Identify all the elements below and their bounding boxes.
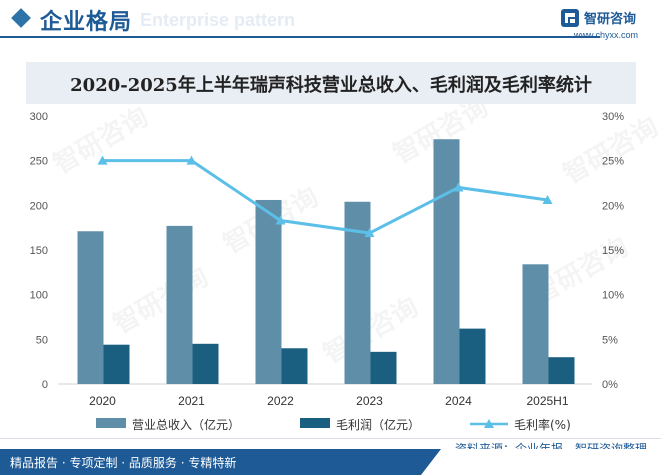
y-left-tick-label: 0 (42, 379, 48, 391)
watermark-text: 智研咨询 (558, 111, 661, 190)
y-left-tick-label: 100 (30, 290, 48, 302)
legend-item-revenue: 营业总收入（亿元） (96, 414, 266, 434)
logo-name: 智研咨询 (584, 12, 637, 27)
margin-point (186, 155, 197, 165)
bar-gross-profit (548, 357, 575, 384)
chart-title: 2020-2025年上半年瑞声科技营业总收入、毛利润及毛利率统计 (70, 75, 592, 96)
y-axis-right: 0% 5% 10% 15% 20% 25% 30% (602, 111, 624, 391)
bar-gross-profit (370, 351, 397, 384)
header-ghost-text: Enterprise pattern (140, 10, 296, 30)
legend-label-margin: 毛利率(%) (514, 418, 571, 432)
bar-gross-profit (103, 344, 130, 384)
y-left-tick-label: 50 (36, 334, 48, 346)
y-right-tick-label: 5% (602, 334, 618, 346)
x-axis: 2020 2021 2022 2023 2024 2025H1 (89, 394, 569, 408)
y-left-tick-label: 300 (30, 111, 48, 123)
y-right-tick-label: 20% (602, 200, 624, 212)
y-right-tick-label: 10% (602, 290, 624, 302)
bar-series (77, 139, 575, 384)
y-axis-left: 0 50 100 150 200 250 300 (30, 111, 48, 391)
page-title: 企业格局 (40, 10, 133, 35)
bar-gross-profit (459, 328, 486, 384)
line-series (97, 155, 553, 238)
y-left-tick-label: 200 (30, 200, 48, 212)
x-tick-label: 2023 (356, 394, 383, 408)
watermark-text: 智研咨询 (48, 104, 154, 180)
margin-point (275, 215, 286, 225)
legend-swatch-profit (300, 418, 330, 428)
bar-revenue (433, 139, 460, 384)
margin-point (542, 194, 553, 204)
x-tick-label: 2024 (445, 394, 472, 408)
bar-revenue (522, 264, 549, 384)
footer-tagline: 精品报告 · 专项定制 · 品质服务 · 专精特新 (10, 456, 237, 470)
y-right-tick-label: 30% (602, 111, 624, 123)
bar-revenue (166, 225, 193, 384)
bar-revenue (77, 231, 104, 384)
header: Enterprise pattern 企业格局 智研咨询 www.chyxx.c… (0, 0, 661, 44)
x-tick-label: 2025H1 (526, 394, 568, 408)
logo-icon (561, 9, 579, 27)
footer-bar: 精品报告 · 专项定制 · 品质服务 · 专精特新 (0, 449, 661, 475)
header-divider (0, 36, 600, 38)
watermark-text: 智研咨询 (108, 261, 214, 340)
legend-line-icon (470, 419, 508, 428)
margin-point (364, 228, 375, 238)
bar-gross-profit (192, 343, 219, 384)
footer-notch (421, 449, 661, 475)
legend-swatch-revenue (96, 418, 126, 428)
brand-logo: 智研咨询 www.chyxx.com (560, 6, 660, 42)
x-tick-label: 2021 (178, 394, 205, 408)
y-right-tick-label: 25% (602, 156, 624, 168)
bar-revenue (255, 199, 282, 384)
legend: 营业总收入（亿元） 毛利润（亿元） 毛利率(%) (0, 414, 661, 434)
y-right-tick-label: 15% (602, 245, 624, 257)
logo-url: www.chyxx.com (574, 30, 639, 40)
chart-title-box: 2020-2025年上半年瑞声科技营业总收入、毛利润及毛利率统计 (26, 62, 636, 104)
margin-point (97, 155, 108, 165)
bar-gross-profit (281, 348, 308, 384)
y-left-tick-label: 250 (30, 156, 48, 168)
legend-label-profit: 毛利润（亿元） (336, 418, 421, 432)
y-right-tick-label: 0% (602, 379, 618, 391)
y-left-tick-label: 150 (30, 245, 48, 257)
x-tick-label: 2022 (267, 394, 294, 408)
margin-point (453, 182, 464, 192)
margin-line (102, 159, 548, 235)
legend-label-revenue: 营业总收入（亿元） (132, 418, 241, 432)
x-tick-label: 2020 (89, 394, 116, 408)
legend-item-margin: 毛利率(%) (470, 414, 590, 434)
header-diamond-icon (11, 8, 31, 28)
legend-item-profit: 毛利润（亿元） (300, 414, 450, 434)
chart: 智研咨询智研咨询智研咨询智研咨询智研咨询智研咨询智研咨询 05010015020… (30, 104, 661, 408)
footer-divider (0, 438, 661, 439)
